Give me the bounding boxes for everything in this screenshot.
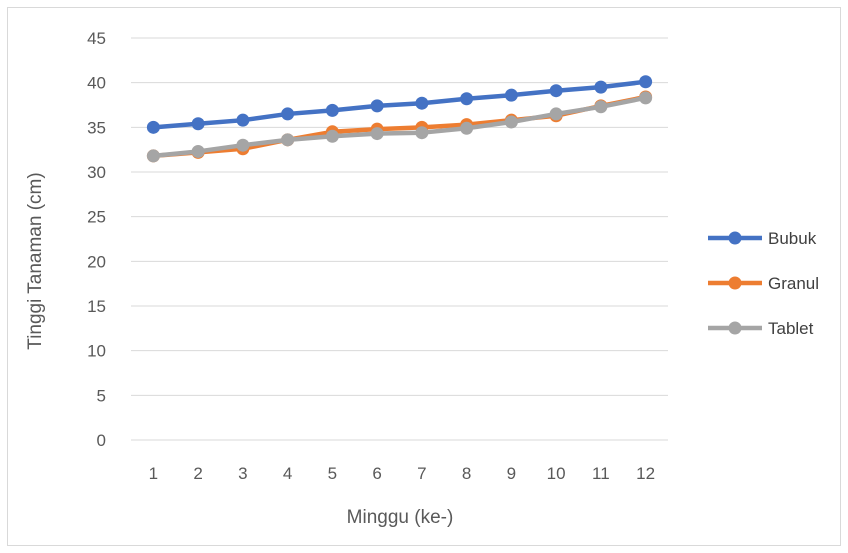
y-tick-labels: 0 5 10 15 20 25 30 35 40 45 — [87, 29, 106, 450]
data-point-bubuk — [504, 88, 518, 102]
x-tick-labels: 1 2 3 4 5 6 7 8 9 10 11 12 — [149, 464, 655, 483]
series-line-tablet — [153, 95, 647, 159]
y-tick-label: 0 — [97, 431, 106, 450]
x-tick-label: 12 — [636, 464, 655, 483]
y-tick-label: 15 — [87, 297, 106, 316]
data-point-bubuk — [594, 80, 608, 94]
legend: Bubuk Granul Tablet — [708, 229, 819, 338]
data-point-tablet — [236, 138, 250, 152]
data-point-bubuk — [639, 75, 653, 89]
data-point-tablet — [146, 149, 160, 163]
x-tick-label: 3 — [238, 464, 247, 483]
y-tick-label: 25 — [87, 208, 106, 227]
x-tick-label: 2 — [193, 464, 202, 483]
series-lines — [146, 75, 653, 163]
data-point-bubuk — [370, 99, 384, 113]
series-line-bubuk — [153, 79, 646, 130]
legend-swatch-marker-bubuk — [728, 231, 742, 245]
data-point-bubuk — [281, 107, 295, 121]
data-point-tablet — [504, 115, 518, 129]
y-tick-label: 45 — [87, 29, 106, 48]
y-tick-label: 30 — [87, 163, 106, 182]
data-point-bubuk — [460, 92, 474, 106]
legend-label-granul: Granul — [768, 274, 819, 293]
chart-frame — [7, 7, 841, 546]
legend-label-tablet: Tablet — [768, 319, 814, 338]
x-axis-title: Minggu (ke-) — [347, 507, 454, 528]
x-tick-label: 8 — [462, 464, 471, 483]
legend-label-bubuk: Bubuk — [768, 229, 817, 248]
x-tick-label: 11 — [592, 464, 610, 483]
data-point-bubuk — [415, 96, 429, 110]
y-tick-label: 10 — [87, 342, 106, 361]
x-tick-label: 6 — [372, 464, 381, 483]
data-point-bubuk — [146, 120, 160, 134]
data-point-bubuk — [549, 84, 563, 98]
x-tick-label: 5 — [328, 464, 337, 483]
y-tick-label: 35 — [87, 118, 106, 137]
data-point-tablet — [281, 133, 295, 147]
gridlines — [131, 37, 668, 441]
y-tick-label: 5 — [97, 386, 106, 405]
x-tick-label: 1 — [149, 464, 158, 483]
data-point-tablet — [325, 129, 339, 143]
legend-swatch-marker-granul — [728, 276, 742, 290]
legend-swatch-marker-tablet — [728, 321, 742, 335]
y-axis-title: Tinggi Tanaman (cm) — [25, 172, 46, 349]
x-tick-label: 7 — [417, 464, 426, 483]
data-point-tablet — [549, 107, 563, 121]
data-point-tablet — [191, 144, 205, 158]
x-tick-label: 9 — [507, 464, 516, 483]
data-point-tablet — [370, 127, 384, 141]
data-point-tablet — [415, 126, 429, 140]
data-point-tablet — [639, 91, 653, 105]
data-point-tablet — [460, 121, 474, 135]
data-point-tablet — [594, 100, 608, 114]
y-tick-label: 20 — [87, 252, 106, 271]
y-tick-label: 40 — [87, 74, 106, 93]
data-point-bubuk — [236, 113, 250, 127]
x-tick-label: 4 — [283, 464, 292, 483]
data-point-bubuk — [325, 103, 339, 117]
data-point-bubuk — [191, 117, 205, 131]
x-tick-label: 10 — [547, 464, 566, 483]
